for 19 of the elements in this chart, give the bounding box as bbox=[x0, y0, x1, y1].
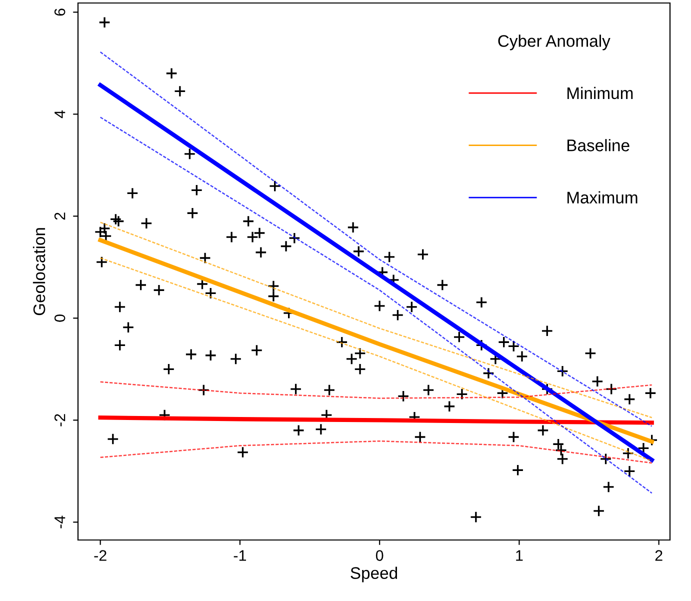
legend-label: Maximum bbox=[567, 191, 638, 204]
line-series bbox=[100, 440, 652, 464]
legend-label: Baseline bbox=[567, 139, 630, 152]
line-series bbox=[100, 381, 652, 399]
x-tick-label: 0 bbox=[376, 550, 384, 561]
y-tick-label: 0 bbox=[54, 314, 66, 322]
x-tick-label: -1 bbox=[234, 550, 246, 561]
y-tick-label: 4 bbox=[54, 110, 66, 118]
y-tick-label: 2 bbox=[54, 212, 66, 220]
x-tick-label: -2 bbox=[94, 550, 106, 561]
legend-title: Cyber Anomaly bbox=[498, 34, 610, 50]
legend-label: Minimum bbox=[567, 86, 633, 100]
x-tick-label: 2 bbox=[655, 550, 662, 561]
y-axis-title: Geolocation bbox=[32, 228, 46, 316]
y-tick-label: 6 bbox=[54, 8, 66, 16]
y-tick-label: -4 bbox=[54, 516, 66, 528]
y-tick-label: -2 bbox=[54, 414, 66, 426]
x-tick-label: 1 bbox=[516, 550, 523, 561]
x-axis-title: Speed bbox=[350, 566, 398, 582]
